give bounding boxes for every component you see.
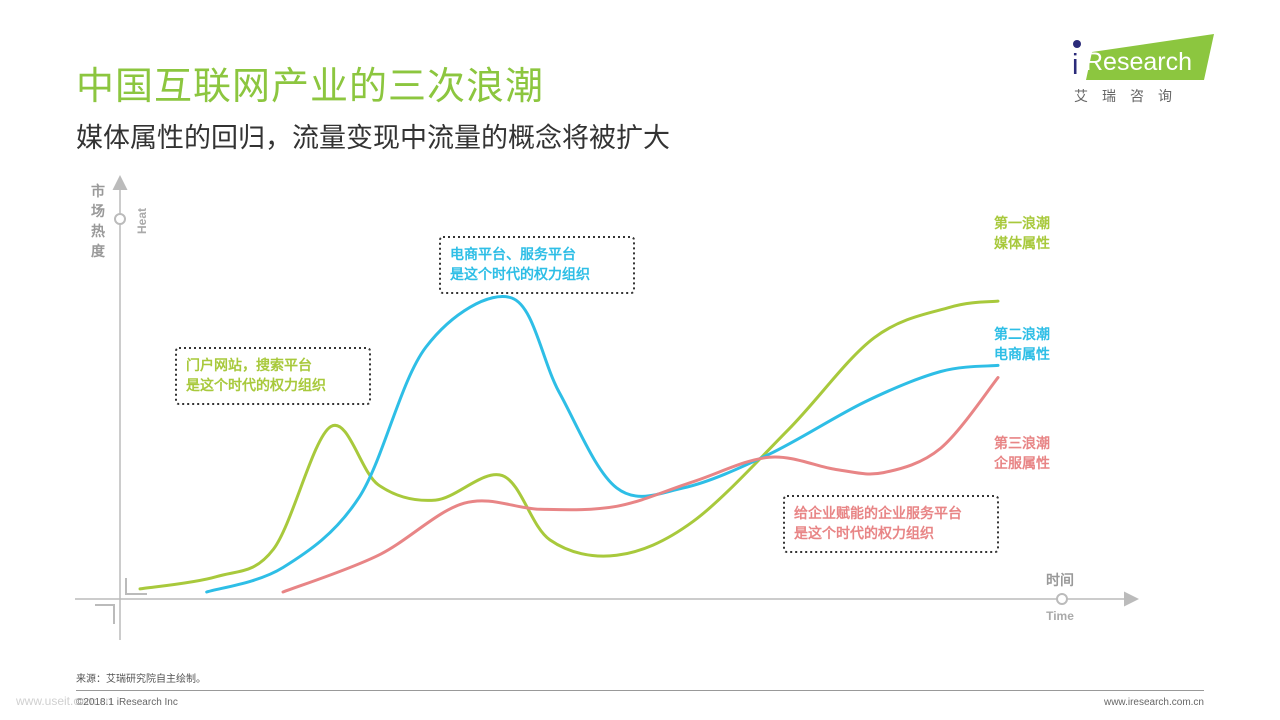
x-axis-label-en: Time: [1046, 609, 1074, 623]
svg-text:场: 场: [91, 204, 105, 220]
logo-banner: [1086, 34, 1214, 80]
annotation-frame: [783, 495, 999, 553]
copyright: ©2018.1 iResearch Inc: [76, 697, 178, 708]
series-line-wave1: [138, 299, 1000, 591]
series-label-wave1-line1: 第一浪潮: [994, 215, 1050, 232]
logo-i: i: [1072, 49, 1078, 81]
origin-mark-lower: [95, 604, 115, 624]
series-label-wave1-line2: 媒体属性: [993, 235, 1050, 252]
logo-research: Research: [1085, 48, 1192, 76]
series-line-wave2: [205, 295, 1000, 594]
y-axis-label: 市 场 热 度: [91, 183, 106, 260]
svg-text:热: 热: [91, 223, 105, 240]
source-note: 来源：艾瑞研究院自主绘制。: [76, 674, 206, 685]
origin-mark-upper: [125, 578, 147, 595]
series-label-wave2-line1: 第二浪潮: [994, 326, 1050, 343]
series-label-wave3-line2: 企服属性: [993, 455, 1050, 472]
footer-divider: [76, 690, 1204, 691]
page-subtitle: 媒体属性的回归，流量变现中流量的概念将被扩大: [76, 123, 670, 154]
series-line-wave3: [281, 376, 1000, 594]
y-axis-label-en: Heat: [135, 208, 149, 234]
x-axis-label: 时间: [1046, 572, 1074, 589]
annotation-frame: [439, 236, 635, 294]
annotation-text: 是这个时代的权力组织: [794, 525, 934, 542]
annotation-text: 是这个时代的权力组织: [450, 266, 590, 283]
series-label-wave3-line1: 第三浪潮: [994, 435, 1050, 452]
logo-dot: [1073, 40, 1081, 48]
annotation-text: 是这个时代的权力组织: [186, 377, 326, 394]
watermark: www.useit.com.cn: [16, 694, 113, 708]
x-axis-marker-icon: [1056, 593, 1068, 605]
annotation-text: 电商平台、服务平台: [450, 246, 576, 263]
annotation-text: 给企业赋能的企业服务平台: [794, 505, 962, 522]
footer-url: www.iresearch.com.cn: [1103, 697, 1204, 708]
logo-tagline: 艾瑞咨询: [1074, 89, 1186, 105]
page-title: 中国互联网产业的三次浪潮: [76, 64, 545, 108]
series-label-wave2-line2: 电商属性: [994, 346, 1050, 363]
y-axis-marker-icon: [114, 213, 126, 225]
annotation-frame: [175, 347, 371, 405]
svg-text:市: 市: [91, 183, 105, 200]
svg-text:度: 度: [91, 243, 106, 260]
annotation-text: 门户网站，搜索平台: [186, 357, 312, 374]
iresearch-logo: i Research: [1072, 34, 1214, 81]
